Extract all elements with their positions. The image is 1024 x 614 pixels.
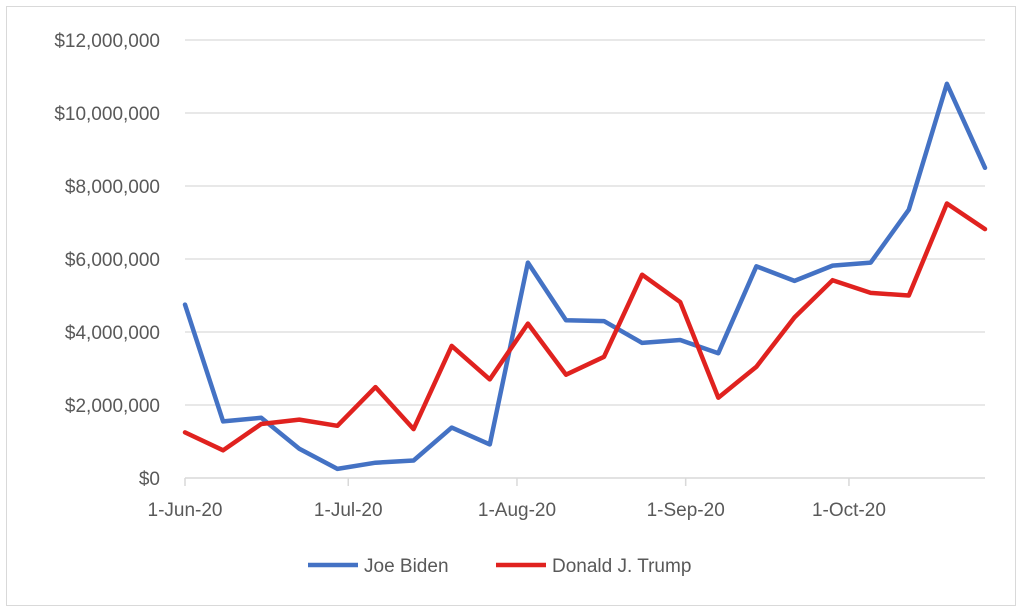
y-tick-label: $4,000,000 [65,323,160,344]
y-axis-tick-labels: $0 $2,000,000 $4,000,000 $6,000,000 $8,000,0… [54,31,160,490]
x-tick-label: 1-Jun-20 [148,500,223,521]
x-axis-tick-labels: 1-Jun-20 1-Jul-20 1-Aug-20 1-Sep-20 1-Oct-20 [148,500,886,521]
legend-label: Joe Biden [364,556,449,577]
gridlines [185,39,985,406]
y-tick-label: $10,000,000 [54,104,160,125]
series-line-donald-j-trump [182,201,988,453]
y-tick-label: $12,000,000 [54,31,160,52]
x-tick-label: 1-Sep-20 [647,500,725,521]
y-tick-label: $8,000,000 [65,177,160,198]
x-tick-label: 1-Aug-20 [478,500,556,521]
legend: Joe Biden Donald J. Trump [308,556,691,577]
x-tick-label: 1-Jul-20 [314,500,383,521]
y-tick-label: $2,000,000 [65,396,160,417]
series-lines [182,81,988,472]
series-line-joe-biden [182,81,988,472]
y-tick-label: $0 [139,469,160,490]
x-tick-label: 1-Oct-20 [812,500,886,521]
y-tick-label: $6,000,000 [65,250,160,271]
legend-label: Donald J. Trump [552,556,691,577]
x-axis [184,477,985,486]
chart-frame [6,6,1016,606]
